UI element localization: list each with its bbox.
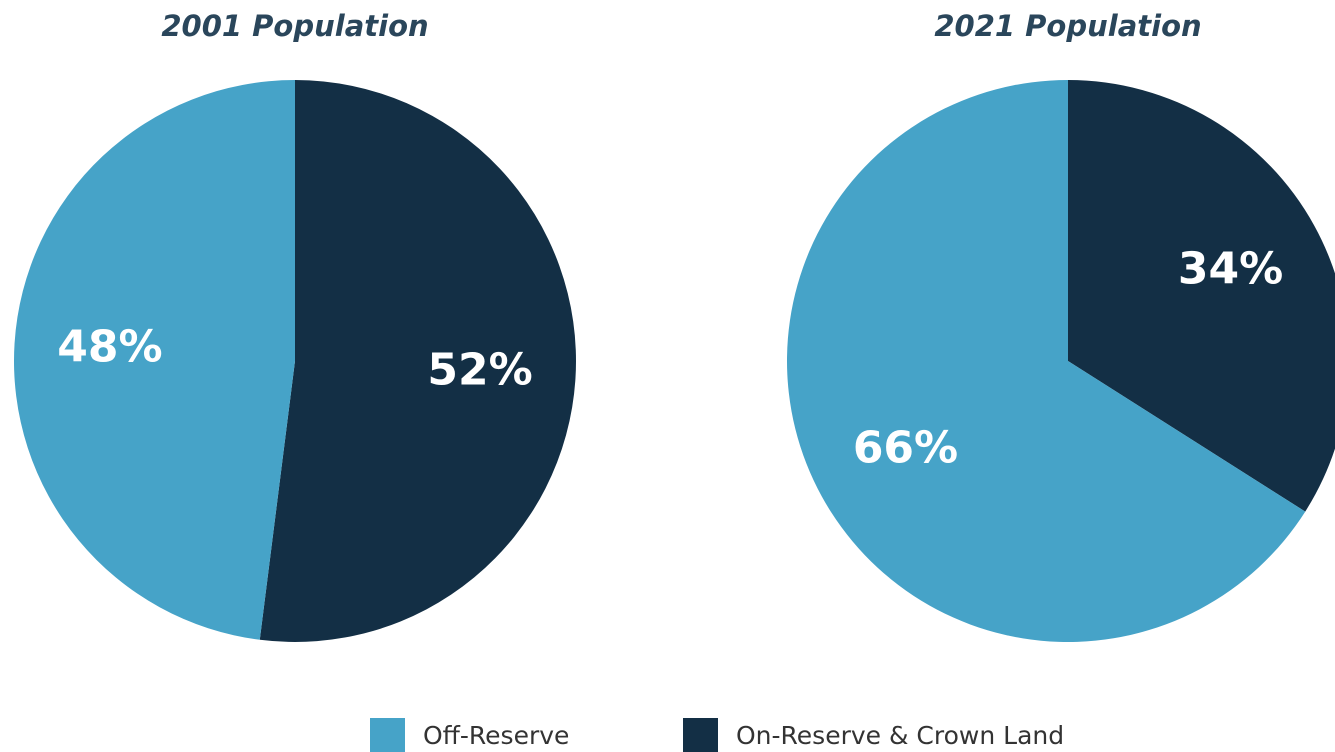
value-label: 52%: [427, 345, 532, 396]
chart-title: 2001 Population: [161, 9, 428, 43]
legend-label: Off-Reserve: [423, 721, 569, 750]
value-label: 34%: [1178, 244, 1283, 295]
pie-slice: [787, 80, 1306, 643]
legend-swatch: [683, 718, 718, 752]
pie-slice: [259, 80, 576, 642]
value-label: 66%: [853, 422, 958, 473]
pie-slice: [13, 80, 295, 640]
chart-title: 2021 Population: [934, 9, 1201, 43]
pie-slice: [1068, 80, 1335, 512]
value-label: 48%: [57, 321, 162, 372]
legend-label: On-Reserve & Crown Land: [736, 721, 1064, 750]
legend-swatch: [370, 718, 405, 752]
